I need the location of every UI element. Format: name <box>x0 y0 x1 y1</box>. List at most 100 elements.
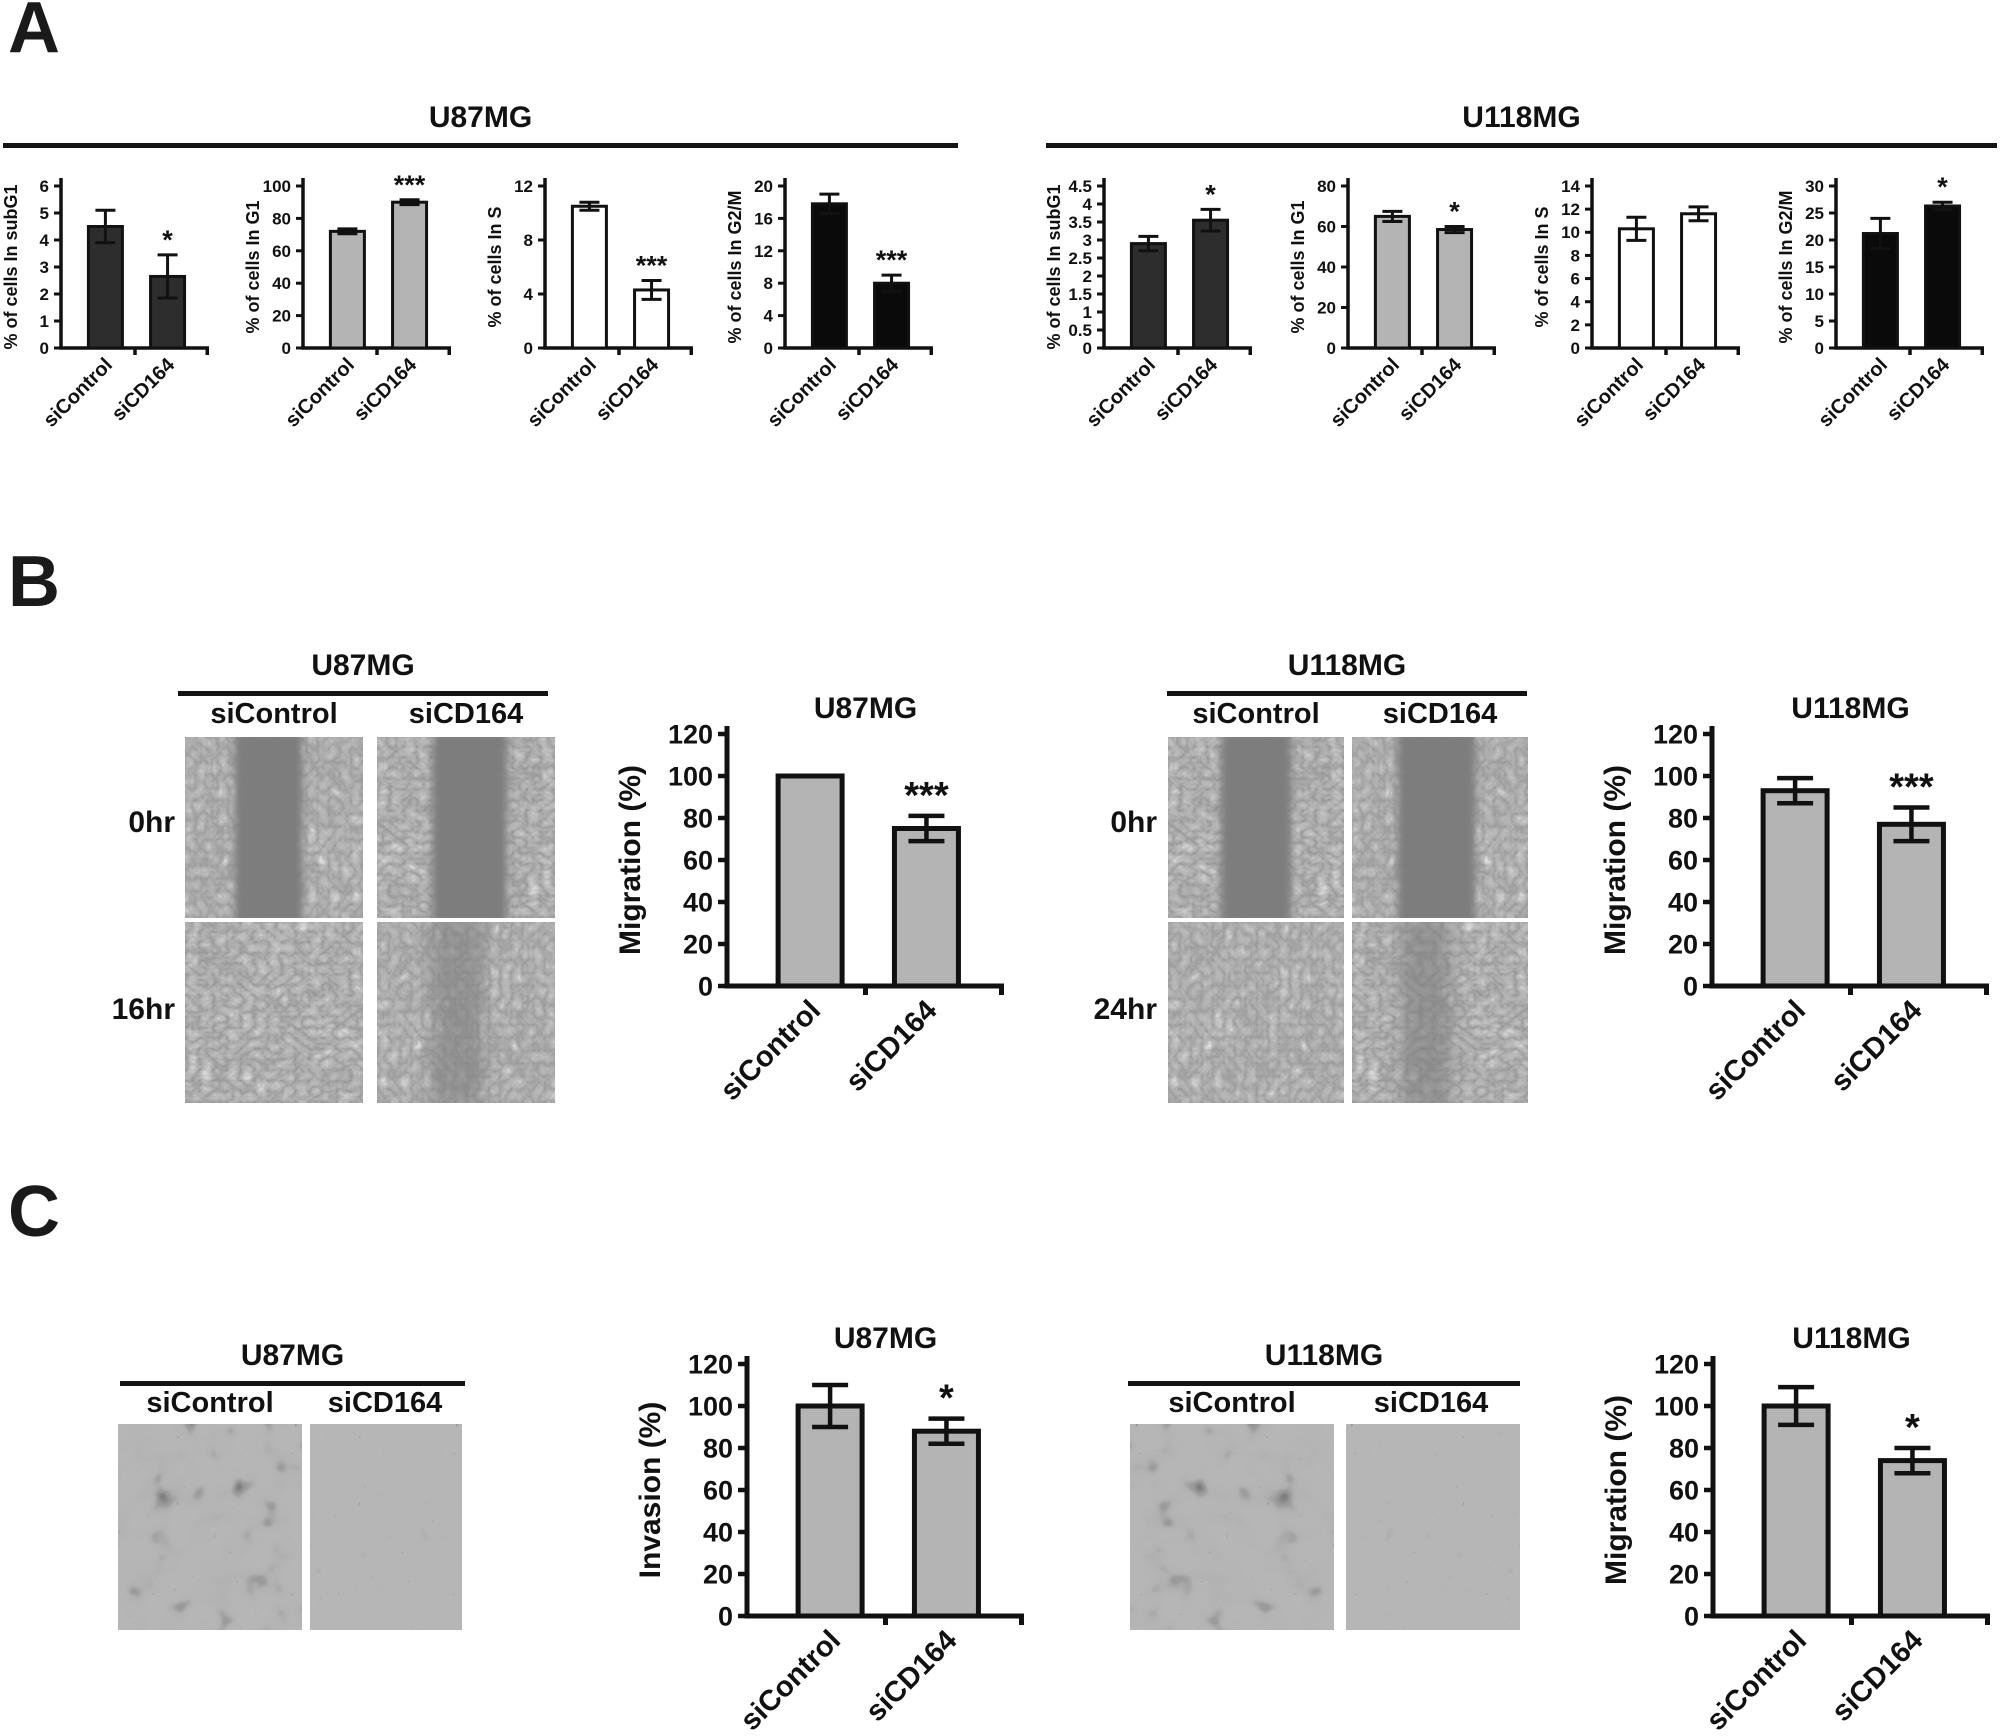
x-category-label-group: siControl <box>523 354 601 432</box>
chart-c-u118mg-migration: U118MG Migration (%) 0 20 40 60 80 100 120 siCont… <box>1598 1320 1998 1736</box>
chart-title: U118MG <box>1792 1322 1910 1355</box>
significance-marker: *** <box>1889 767 1934 809</box>
row-label-16hr: 16hr <box>111 993 175 1026</box>
y-tick-label: 60 <box>1669 1475 1699 1505</box>
bar-siControl <box>86 225 124 350</box>
col-label-sicd164: siCD164 <box>1382 698 1498 730</box>
y-tick-label: 120 <box>1653 719 1698 749</box>
micrograph-texture-svg <box>185 922 363 1103</box>
micrograph-b-u87mg-16hr-sicd164 <box>377 922 555 1103</box>
x-category-label-siControl: siControl <box>1700 1624 1813 1736</box>
panel-b-u118mg-underline <box>1167 691 1527 696</box>
chart-a-u87mg-s: % of cells In S 0 4 8 12 siControl *** siCD164 <box>485 150 699 455</box>
y-tick-label: 0 <box>524 339 533 358</box>
col-label-sicontrol: siControl <box>1168 1387 1296 1419</box>
y-tick-label: 60 <box>683 845 713 875</box>
wound-gap <box>432 737 507 918</box>
x-category-label-siCD164: siCD164 <box>592 353 664 425</box>
bar-chart-svg-a_u118_g1: % of cells In G1 0 20 40 60 80 siControl * siCD1… <box>1288 177 1496 432</box>
bar-chart-svg-a_u118_subg1: % of cells In subG1 00.511.522.533.544.5 s… <box>1044 177 1252 432</box>
row-label-0hr: 0hr <box>128 806 175 839</box>
x-category-label-group: siControl <box>1326 354 1404 432</box>
y-tick-label: 2 <box>1571 316 1580 335</box>
y-tick-label: 100 <box>668 761 713 791</box>
bar-siControl <box>795 1403 865 1619</box>
y-tick-label: 120 <box>688 1349 733 1379</box>
y-tick-label: 4 <box>764 307 774 326</box>
significance-marker: *** <box>904 775 949 817</box>
x-category-label-siControl: siControl <box>1570 354 1648 432</box>
micrograph-texture-svg <box>377 737 555 918</box>
bar-siCD164 <box>1436 228 1474 350</box>
col-label-sicd164: siCD164 <box>1373 1387 1489 1419</box>
chart-a-u87mg-subg1: % of cells In subG1 0 1 2 3 4 5 6 siControl * siCD… <box>1 150 215 455</box>
bar-siCD164 <box>911 1428 981 1619</box>
y-tick-label: 20 <box>1317 298 1336 317</box>
x-category-label-siCD164: siCD164 <box>108 353 180 425</box>
y-tick-label: 20 <box>1805 231 1824 250</box>
y-tick-label: 8 <box>524 231 533 250</box>
micrograph-texture-svg <box>1168 737 1344 918</box>
y-tick-label: 8 <box>1571 246 1580 265</box>
y-axis-label: % of cells In S <box>1534 206 1552 327</box>
x-category-label-group: siCD164 <box>1395 353 1467 425</box>
y-tick-label: 2 <box>1083 267 1092 286</box>
x-category-label-siCD164: siCD164 <box>860 1624 964 1728</box>
x-category-label-group: siCD164 <box>1639 353 1711 425</box>
significance-marker: *** <box>636 251 668 281</box>
bar-siControl <box>810 202 848 350</box>
x-category-label-group: siCD164 <box>1883 353 1955 425</box>
y-axis-label: % of cells In G2/M <box>727 190 745 343</box>
wound-gap <box>234 737 303 918</box>
x-category-label-group: siControl <box>734 1624 847 1736</box>
y-tick-label: 80 <box>703 1433 733 1463</box>
micrograph-texture-layer <box>377 922 555 1103</box>
y-tick-label: 12 <box>754 242 773 261</box>
y-axis-label-group: % of cells In G2/M <box>725 190 745 343</box>
y-tick-label: 0 <box>1815 339 1824 358</box>
y-tick-label: 15 <box>1805 258 1824 277</box>
y-axis-label: % of cells In G2/M <box>1778 190 1796 343</box>
x-category-label-group: siCD164 <box>840 994 944 1098</box>
panel-b-label: B <box>8 542 60 622</box>
y-axis-label: % of cells In S <box>487 206 505 327</box>
y-axis-label: % of cells In subG1 <box>3 184 21 349</box>
x-category-label-siControl: siControl <box>1082 354 1160 432</box>
y-tick-label: 0 <box>1083 339 1092 358</box>
x-category-label-group: siControl <box>1082 354 1160 432</box>
wound-gap <box>430 922 484 1103</box>
y-axis-label-group: Invasion (%) <box>634 1402 667 1579</box>
micrograph-texture-svg <box>1352 922 1528 1103</box>
x-category-label-siControl: siControl <box>734 1624 847 1736</box>
y-tick-label: 30 <box>1805 177 1824 196</box>
micrograph-texture-layer <box>1168 737 1344 918</box>
x-category-label-group: siCD164 <box>1151 353 1223 425</box>
micrograph-b-u118mg-24hr-sicontrol <box>1168 922 1344 1103</box>
micrograph-texture-layer <box>185 737 363 918</box>
bar-siControl <box>1761 1403 1831 1619</box>
x-category-label-siControl: siControl <box>763 354 841 432</box>
bar-siControl <box>570 204 608 350</box>
y-tick-label: 4 <box>1571 293 1581 312</box>
chart-a-u87mg-g2m: % of cells In G2/M 0 4 8 12 16 20 siControl *** s… <box>725 150 939 455</box>
y-tick-label: 0 <box>1683 971 1698 1001</box>
significance-marker: *** <box>394 170 426 200</box>
y-axis-label-group: % of cells In subG1 <box>1044 184 1064 349</box>
panel-a-u118mg-group-title: U118MG <box>1462 101 1581 134</box>
y-tick-label: 0.5 <box>1068 321 1092 340</box>
y-tick-label: 5 <box>40 204 49 223</box>
significance-marker: * <box>162 225 173 255</box>
x-category-label-group: siControl <box>39 354 117 432</box>
significance-marker: * <box>1937 172 1948 202</box>
y-tick-label: 0 <box>40 339 49 358</box>
bar-siControl <box>1861 232 1899 350</box>
panel-c-u87mg-underline <box>120 1381 465 1386</box>
bar-siCD164 <box>149 274 187 350</box>
y-tick-label: 20 <box>703 1559 733 1589</box>
bar-siControl <box>1373 214 1411 350</box>
y-tick-label: 4 <box>1083 195 1093 214</box>
bar-chart-svg-a_u118_s: % of cells In S 0 2 4 6 8 10 12 14 siControlsiCD1… <box>1532 177 1740 432</box>
col-label-sicontrol: siControl <box>210 698 338 730</box>
panel-a-u118mg-underline <box>1046 143 1997 148</box>
panel-a-label: A <box>8 0 60 68</box>
